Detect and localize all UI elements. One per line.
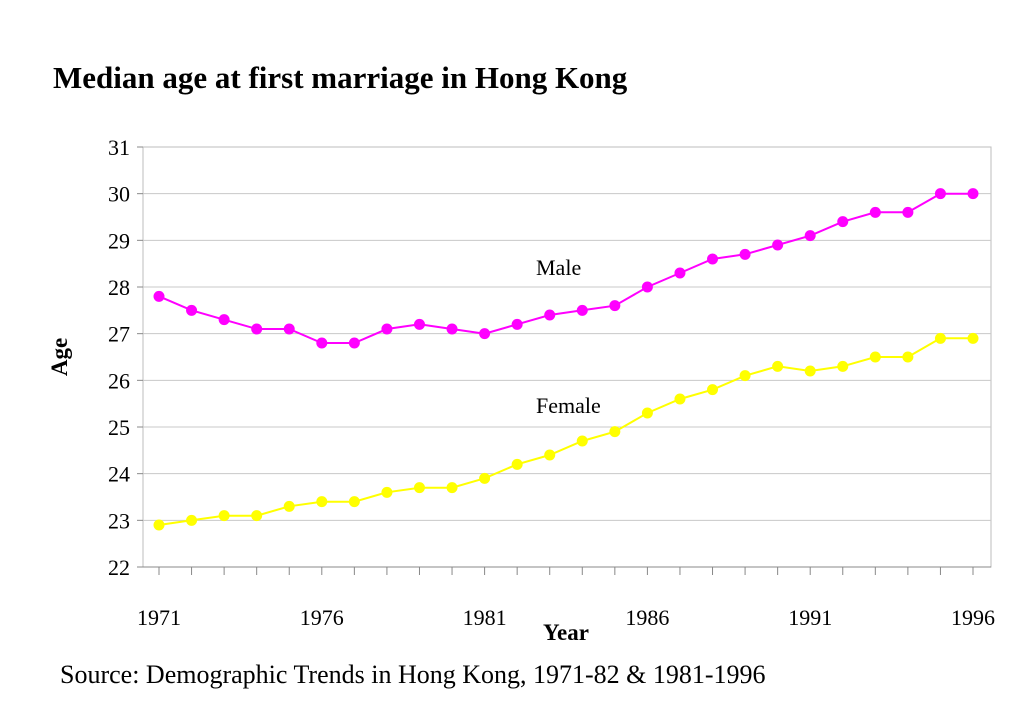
male-point-1983 <box>544 309 556 321</box>
male-series-line <box>158 192 973 344</box>
female-point-1991 <box>804 365 816 377</box>
male-point-1980 <box>446 323 458 335</box>
male-point-1979 <box>413 318 425 330</box>
female-series-label: Female <box>536 393 601 418</box>
female-point-1992 <box>837 360 849 372</box>
source-note: Source: Demographic Trends in Hong Kong,… <box>60 660 766 689</box>
y-tick-label: 22 <box>108 555 130 580</box>
male-point-1992 <box>837 216 849 228</box>
female-point-1985 <box>609 426 621 438</box>
female-point-1978 <box>381 486 393 498</box>
plot-area <box>142 146 992 568</box>
male-point-1982 <box>511 318 523 330</box>
female-point-1973 <box>218 510 230 522</box>
y-axis-title: Age <box>47 338 72 376</box>
male-point-1974 <box>251 323 263 335</box>
female-point-1984 <box>576 435 588 447</box>
female-point-1995 <box>934 332 946 344</box>
male-point-1987 <box>674 267 686 279</box>
male-point-1973 <box>218 314 230 326</box>
male-point-1981 <box>479 328 491 340</box>
female-point-1974 <box>251 510 263 522</box>
male-point-1994 <box>902 206 914 218</box>
male-point-1984 <box>576 304 588 316</box>
female-point-1983 <box>544 449 556 461</box>
male-point-1996 <box>967 188 979 200</box>
y-tick-label: 26 <box>108 368 130 393</box>
male-series-label: Male <box>536 255 581 280</box>
male-point-1990 <box>772 239 784 251</box>
x-tick-label: 1981 <box>463 605 507 630</box>
x-axis-title: Year <box>543 620 589 645</box>
male-point-1978 <box>381 323 393 335</box>
y-tick-label: 27 <box>108 322 130 347</box>
female-point-1976 <box>316 496 328 508</box>
male-point-1988 <box>707 253 719 265</box>
male-point-1975 <box>283 323 295 335</box>
y-tick-label: 24 <box>108 462 130 487</box>
male-point-1986 <box>641 281 653 293</box>
female-point-1979 <box>413 482 425 494</box>
male-point-1995 <box>934 188 946 200</box>
female-point-1996 <box>967 332 979 344</box>
female-point-1994 <box>902 351 914 363</box>
male-point-1972 <box>186 304 198 316</box>
female-point-1975 <box>283 500 295 512</box>
y-tick-label: 25 <box>108 415 130 440</box>
female-point-1987 <box>674 393 686 405</box>
male-point-1971 <box>153 290 165 302</box>
y-tick-label: 29 <box>108 228 130 253</box>
x-tick-label: 1976 <box>300 605 344 630</box>
x-tick-label: 1996 <box>951 605 995 630</box>
male-point-1989 <box>739 248 751 260</box>
x-tick-label: 1991 <box>788 605 832 630</box>
female-point-1977 <box>348 496 360 508</box>
male-point-1977 <box>348 337 360 349</box>
x-tick-label: 1971 <box>137 605 181 630</box>
y-tick-label: 31 <box>108 135 130 160</box>
male-point-1993 <box>869 206 881 218</box>
female-point-1980 <box>446 482 458 494</box>
female-point-1982 <box>511 458 523 470</box>
female-point-1990 <box>772 360 784 372</box>
y-tick-label: 28 <box>108 275 130 300</box>
chart-title: Median age at first marriage in Hong Kon… <box>53 60 628 95</box>
female-point-1981 <box>479 472 491 484</box>
female-point-1993 <box>869 351 881 363</box>
male-point-1976 <box>316 337 328 349</box>
female-point-1988 <box>707 384 719 396</box>
female-point-1972 <box>186 514 198 526</box>
male-point-1991 <box>804 230 816 242</box>
x-tick-label: 1986 <box>625 605 669 630</box>
y-tick-label: 23 <box>108 508 130 533</box>
male-point-1985 <box>609 300 621 312</box>
female-point-1986 <box>641 407 653 419</box>
female-point-1971 <box>153 519 165 531</box>
y-tick-label: 30 <box>108 182 130 207</box>
female-point-1989 <box>739 370 751 382</box>
